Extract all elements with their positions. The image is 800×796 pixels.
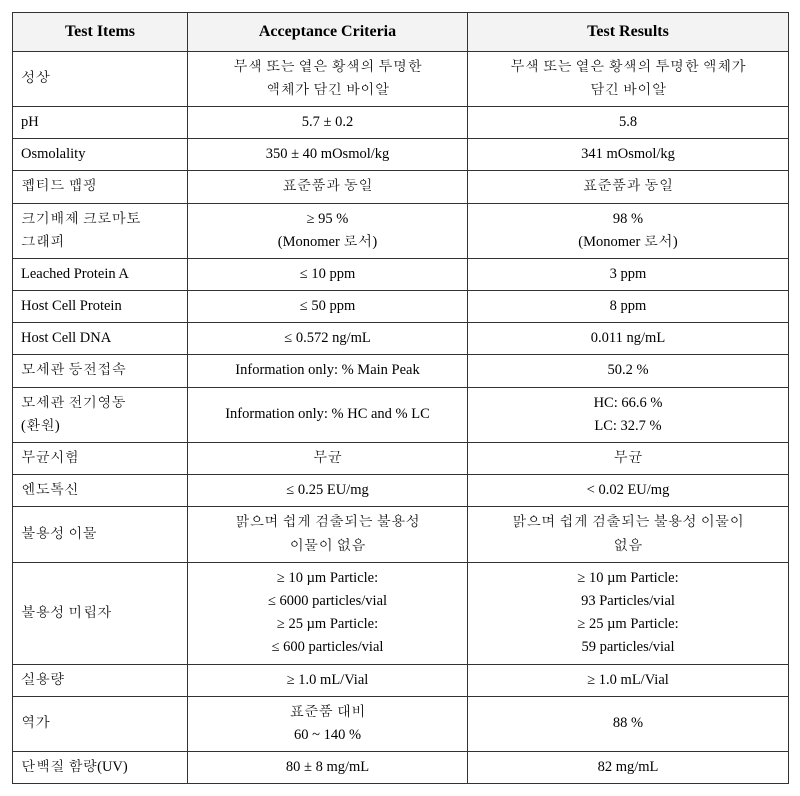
cell-result: HC: 66.6 % LC: 32.7 %	[468, 387, 789, 442]
cell-test-item: 모세관 전기영동 (환원)	[13, 387, 188, 442]
cell-test-item: 펩티드 맵핑	[13, 171, 188, 203]
table-row: 펩티드 맵핑표준품과 동일표준품과 동일	[13, 171, 789, 203]
table-row: 엔도톡신≤ 0.25 EU/mg< 0.02 EU/mg	[13, 475, 789, 507]
cell-test-item: 모세관 등전접속	[13, 355, 188, 387]
header-acceptance-criteria: Acceptance Criteria	[188, 13, 468, 52]
cell-result: 무균	[468, 443, 789, 475]
cell-acceptance: 무균	[188, 443, 468, 475]
cell-result: 98 % (Monomer 로서)	[468, 203, 789, 258]
cell-acceptance: 350 ± 40 mOsmol/kg	[188, 139, 468, 171]
cell-result: 0.011 ng/mL	[468, 323, 789, 355]
cell-acceptance: ≥ 95 % (Monomer 로서)	[188, 203, 468, 258]
spec-table: Test Items Acceptance Criteria Test Resu…	[12, 12, 789, 784]
cell-test-item: 성상	[13, 51, 188, 106]
cell-acceptance: Information only: % Main Peak	[188, 355, 468, 387]
table-row: Host Cell DNA≤ 0.572 ng/mL0.011 ng/mL	[13, 323, 789, 355]
cell-result: 50.2 %	[468, 355, 789, 387]
cell-result: ≥ 1.0 mL/Vial	[468, 664, 789, 696]
cell-acceptance: ≥ 10 µm Particle: ≤ 6000 particles/vial …	[188, 562, 468, 664]
cell-acceptance: 80 ± 8 mg/mL	[188, 752, 468, 784]
cell-test-item: 불용성 이물	[13, 507, 188, 562]
table-row: 모세관 전기영동 (환원)Information only: % HC and …	[13, 387, 789, 442]
cell-acceptance: 맑으며 쉽게 검출되는 불용성 이물이 없음	[188, 507, 468, 562]
cell-result: < 0.02 EU/mg	[468, 475, 789, 507]
cell-acceptance: ≤ 0.25 EU/mg	[188, 475, 468, 507]
cell-test-item: 불용성 미립자	[13, 562, 188, 664]
header-test-results: Test Results	[468, 13, 789, 52]
cell-test-item: 엔도톡신	[13, 475, 188, 507]
table-body: 성상무색 또는 옅은 황색의 투명한 액체가 담긴 바이알무색 또는 옅은 황색…	[13, 51, 789, 784]
header-row: Test Items Acceptance Criteria Test Resu…	[13, 13, 789, 52]
cell-acceptance: 5.7 ± 0.2	[188, 106, 468, 138]
cell-test-item: 무균시험	[13, 443, 188, 475]
table-row: 성상무색 또는 옅은 황색의 투명한 액체가 담긴 바이알무색 또는 옅은 황색…	[13, 51, 789, 106]
cell-test-item: Host Cell Protein	[13, 291, 188, 323]
table-row: 크기배제 크로마토 그래피≥ 95 % (Monomer 로서)98 % (Mo…	[13, 203, 789, 258]
cell-test-item: pH	[13, 106, 188, 138]
table-row: 모세관 등전접속Information only: % Main Peak50.…	[13, 355, 789, 387]
cell-acceptance: 표준품 대비 60 ~ 140 %	[188, 696, 468, 751]
table-row: 무균시험무균무균	[13, 443, 789, 475]
cell-acceptance: ≤ 50 ppm	[188, 291, 468, 323]
cell-test-item: Osmolality	[13, 139, 188, 171]
cell-test-item: Host Cell DNA	[13, 323, 188, 355]
table-row: pH5.7 ± 0.25.8	[13, 106, 789, 138]
header-test-items: Test Items	[13, 13, 188, 52]
cell-acceptance: ≤ 10 ppm	[188, 258, 468, 290]
cell-acceptance: ≥ 1.0 mL/Vial	[188, 664, 468, 696]
table-row: 단백질 함량(UV)80 ± 8 mg/mL82 mg/mL	[13, 752, 789, 784]
cell-test-item: 단백질 함량(UV)	[13, 752, 188, 784]
cell-result: 88 %	[468, 696, 789, 751]
table-row: 불용성 이물맑으며 쉽게 검출되는 불용성 이물이 없음맑으며 쉽게 검출되는 …	[13, 507, 789, 562]
table-row: Osmolality350 ± 40 mOsmol/kg341 mOsmol/k…	[13, 139, 789, 171]
cell-acceptance: ≤ 0.572 ng/mL	[188, 323, 468, 355]
cell-test-item: Leached Protein A	[13, 258, 188, 290]
cell-result: 341 mOsmol/kg	[468, 139, 789, 171]
cell-test-item: 실용량	[13, 664, 188, 696]
cell-result: 82 mg/mL	[468, 752, 789, 784]
cell-result: 3 ppm	[468, 258, 789, 290]
cell-test-item: 크기배제 크로마토 그래피	[13, 203, 188, 258]
cell-result: ≥ 10 µm Particle: 93 Particles/vial ≥ 25…	[468, 562, 789, 664]
table-row: Leached Protein A≤ 10 ppm3 ppm	[13, 258, 789, 290]
cell-result: 맑으며 쉽게 검출되는 불용성 이물이 없음	[468, 507, 789, 562]
cell-result: 5.8	[468, 106, 789, 138]
table-row: Host Cell Protein≤ 50 ppm8 ppm	[13, 291, 789, 323]
table-row: 실용량≥ 1.0 mL/Vial≥ 1.0 mL/Vial	[13, 664, 789, 696]
cell-result: 8 ppm	[468, 291, 789, 323]
cell-acceptance: 표준품과 동일	[188, 171, 468, 203]
table-row: 불용성 미립자≥ 10 µm Particle: ≤ 6000 particle…	[13, 562, 789, 664]
cell-result: 무색 또는 옅은 황색의 투명한 액체가 담긴 바이알	[468, 51, 789, 106]
cell-test-item: 역가	[13, 696, 188, 751]
table-row: 역가표준품 대비 60 ~ 140 %88 %	[13, 696, 789, 751]
cell-result: 표준품과 동일	[468, 171, 789, 203]
cell-acceptance: 무색 또는 옅은 황색의 투명한 액체가 담긴 바이알	[188, 51, 468, 106]
cell-acceptance: Information only: % HC and % LC	[188, 387, 468, 442]
